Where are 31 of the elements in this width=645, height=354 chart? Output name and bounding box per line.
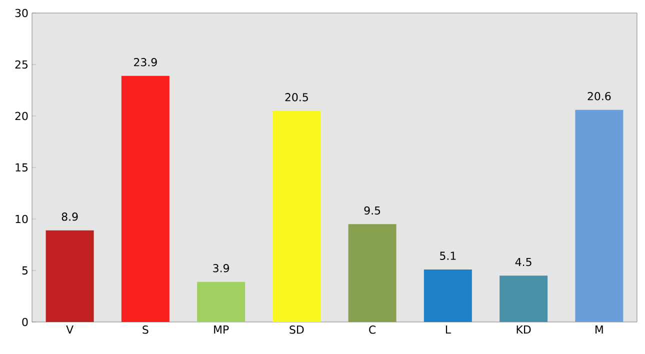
y-tick-label: 15 [16, 163, 28, 172]
x-tick-label: V [66, 326, 74, 334]
data-label: 5.1 [440, 252, 456, 260]
bar [424, 269, 472, 322]
bar [348, 224, 396, 322]
x-tick-label: M [596, 326, 603, 334]
data-label: 9.5 [364, 206, 380, 215]
y-tick-label: 30 [15, 8, 28, 18]
bar [121, 76, 170, 322]
data-label: 3.9 [213, 264, 230, 272]
x-tick-label: SD [290, 326, 304, 334]
y-tick-label: 25 [15, 60, 28, 69]
x-tick-label: KD [516, 326, 531, 334]
data-label: 4.5 [515, 258, 532, 266]
x-tick-label: C [369, 326, 376, 334]
data-label: 8.9 [62, 212, 78, 221]
data-label: 23.9 [134, 58, 157, 66]
bar [500, 276, 548, 322]
y-tick-label: 0 [22, 318, 28, 326]
data-label: 20.5 [285, 93, 308, 102]
data-label: 20.6 [588, 92, 611, 100]
bar [575, 110, 624, 322]
x-tick-label: L [446, 326, 451, 334]
y-tick-label: 10 [16, 214, 28, 224]
x-tick-label: MP [214, 326, 229, 334]
bar [272, 110, 321, 322]
y-tick-label: 20 [15, 112, 28, 120]
y-tick-label: 5 [22, 266, 28, 275]
x-tick-label: S [142, 326, 148, 334]
bar [197, 282, 246, 322]
bar [46, 230, 94, 322]
